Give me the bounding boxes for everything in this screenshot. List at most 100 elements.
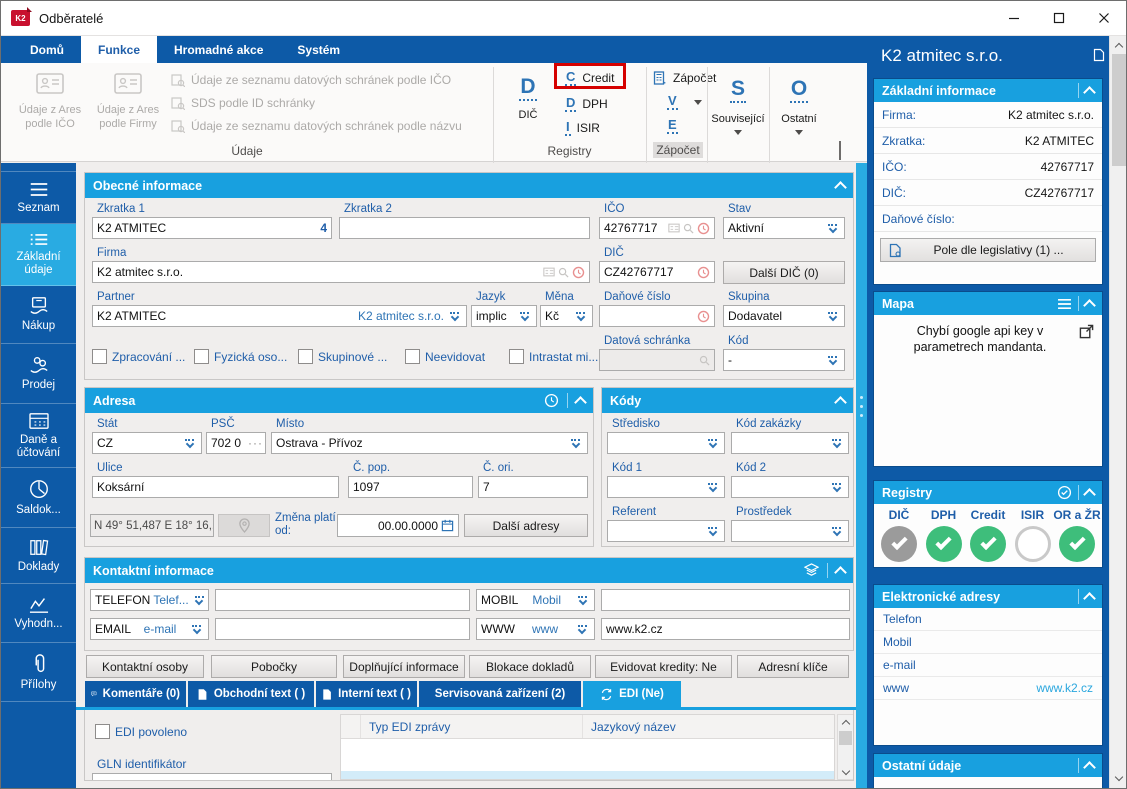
- dropdown-icon[interactable]: [829, 527, 844, 537]
- calendar-icon[interactable]: [441, 519, 454, 532]
- checkbox-icon[interactable]: [194, 349, 209, 364]
- dropdown-icon[interactable]: [573, 312, 588, 322]
- list-menu-icon[interactable]: [1057, 298, 1072, 310]
- checkbox-icon[interactable]: [405, 349, 420, 364]
- dropdown-icon[interactable]: [825, 312, 840, 322]
- ostatni-button[interactable]: O Ostatní: [773, 70, 825, 142]
- tab-interni-text[interactable]: Interní text ( ): [316, 681, 417, 707]
- collapse-icon[interactable]: [834, 181, 847, 194]
- collapse-ribbon-button[interactable]: [839, 141, 841, 161]
- maximize-button[interactable]: [1036, 1, 1081, 35]
- scrollbar-thumb[interactable]: [839, 731, 852, 745]
- evidovat-kredity-button[interactable]: Evidovat kredity: Ne: [595, 655, 732, 678]
- kod-zakazky-select[interactable]: [731, 432, 849, 454]
- checkbox-icon[interactable]: [298, 349, 313, 364]
- collapse-icon[interactable]: [1083, 761, 1096, 774]
- dic-registry-button[interactable]: D DIČ: [518, 75, 538, 122]
- isir-registry-button[interactable]: I ISIR: [565, 118, 600, 137]
- scrollbar-thumb[interactable]: [1112, 54, 1126, 166]
- dropdown-icon[interactable]: [829, 483, 844, 493]
- kod-select[interactable]: -: [723, 349, 845, 371]
- sidebar-item-dane-a-uctovani[interactable]: Daně a účtování: [1, 404, 76, 468]
- zkratka2-field[interactable]: [339, 217, 590, 239]
- dropdown-icon[interactable]: [705, 439, 720, 449]
- dic-field[interactable]: [599, 261, 715, 283]
- tab-funkce[interactable]: Funkce: [81, 36, 158, 63]
- www-type-select[interactable]: WWW www: [476, 618, 595, 640]
- pole-dle-legislativy-button[interactable]: Pole dle legislativy (1) ...: [880, 238, 1096, 262]
- dropdown-icon[interactable]: [825, 356, 840, 366]
- check-circle-icon[interactable]: [1057, 485, 1072, 500]
- checkbox-icon[interactable]: [509, 349, 524, 364]
- sidebar-item-saldokonto[interactable]: Saldok...: [1, 468, 76, 528]
- jazyk-select[interactable]: implic: [471, 305, 537, 327]
- tab-system[interactable]: Systém: [297, 42, 341, 57]
- dropdown-icon[interactable]: [192, 596, 207, 606]
- ico-input[interactable]: [604, 221, 665, 235]
- kontaktni-osoby-button[interactable]: Kontaktní osoby: [86, 655, 204, 678]
- psc-input[interactable]: [211, 436, 245, 450]
- clock-history-icon[interactable]: [697, 266, 710, 279]
- collapse-icon[interactable]: [834, 396, 847, 409]
- danove-cislo-input[interactable]: [604, 309, 694, 323]
- checkbox-zpracovani[interactable]: Zpracování ...: [92, 349, 185, 364]
- layers-icon[interactable]: [804, 563, 819, 578]
- sidebar-item-zakladni-udaje[interactable]: Základní údaje: [1, 224, 76, 286]
- mobil-type-select[interactable]: MOBIL Mobil: [476, 589, 595, 611]
- dropdown-icon[interactable]: [705, 527, 720, 537]
- kod2-select[interactable]: [731, 476, 849, 498]
- doplnujici-informace-button[interactable]: Doplňující informace: [343, 655, 465, 678]
- mobil-field[interactable]: [601, 589, 850, 611]
- zapocet-v-button[interactable]: V: [667, 91, 702, 113]
- mobil-input[interactable]: [606, 593, 845, 607]
- checkbox-intrastat[interactable]: Intrastat mi...: [509, 349, 598, 364]
- checkbox-fyzicka-osoba[interactable]: Fyzická oso...: [194, 349, 287, 364]
- skupina-select[interactable]: Dodavatel: [723, 305, 845, 327]
- collapse-icon[interactable]: [1083, 488, 1096, 501]
- dropdown-icon[interactable]: [517, 312, 532, 322]
- edi-scrollbar[interactable]: [837, 714, 853, 780]
- sidebar-item-prodej[interactable]: Prodej: [1, 344, 76, 404]
- sidebar-item-nakup[interactable]: Nákup: [1, 286, 76, 344]
- zkratka1-field[interactable]: 4: [92, 217, 332, 239]
- cori-input[interactable]: [483, 480, 583, 494]
- www-input[interactable]: [606, 622, 845, 636]
- panel-header-registry[interactable]: Registry: [874, 481, 1102, 504]
- section-header-adresa[interactable]: Adresa: [85, 388, 593, 413]
- ico-field[interactable]: [599, 217, 715, 239]
- dropdown-icon[interactable]: [575, 596, 590, 606]
- tab-domu[interactable]: Domů: [30, 42, 64, 57]
- pobocky-button[interactable]: Pobočky: [211, 655, 337, 678]
- tab-edi[interactable]: EDI (Ne): [583, 681, 681, 707]
- close-button[interactable]: [1081, 1, 1126, 35]
- panel-header-zakladni[interactable]: Základní informace: [874, 79, 1102, 102]
- stredisko-select[interactable]: [607, 432, 725, 454]
- dropdown-icon[interactable]: [189, 625, 204, 635]
- partner-link[interactable]: K2 atmitec s.r.o.: [357, 309, 444, 323]
- blokace-dokladu-button[interactable]: Blokace dokladů: [469, 655, 591, 678]
- panel-splitter[interactable]: [856, 163, 867, 788]
- cori-field[interactable]: [478, 476, 588, 498]
- adresni-klice-button[interactable]: Adresní klíče: [737, 655, 849, 678]
- gln-input[interactable]: [97, 777, 327, 780]
- dropdown-icon[interactable]: [447, 312, 462, 322]
- gln-field[interactable]: [92, 773, 332, 780]
- edi-selected-row[interactable]: [341, 771, 834, 779]
- scroll-up-button[interactable]: [838, 715, 853, 730]
- zkratka2-input[interactable]: [344, 221, 585, 235]
- panel-header-ostatni[interactable]: Ostatní údaje: [874, 754, 1102, 777]
- dph-registry-button[interactable]: D DPH: [565, 94, 608, 113]
- ulice-field[interactable]: [92, 476, 339, 498]
- panel-document-icon[interactable]: [1093, 48, 1105, 62]
- prostredek-select[interactable]: [731, 520, 849, 542]
- zapocet-button[interactable]: Zápočet: [653, 67, 716, 89]
- dic-input[interactable]: [604, 265, 694, 279]
- dropdown-icon[interactable]: [705, 483, 720, 493]
- www-link[interactable]: www.k2.cz: [1036, 681, 1093, 695]
- ulice-input[interactable]: [97, 480, 334, 494]
- panel-header-eadresy[interactable]: Elektronické adresy: [874, 585, 1102, 608]
- cpop-field[interactable]: [348, 476, 473, 498]
- email-input[interactable]: [220, 622, 465, 636]
- dropdown-icon[interactable]: [829, 439, 844, 449]
- collapse-icon[interactable]: [1083, 86, 1096, 99]
